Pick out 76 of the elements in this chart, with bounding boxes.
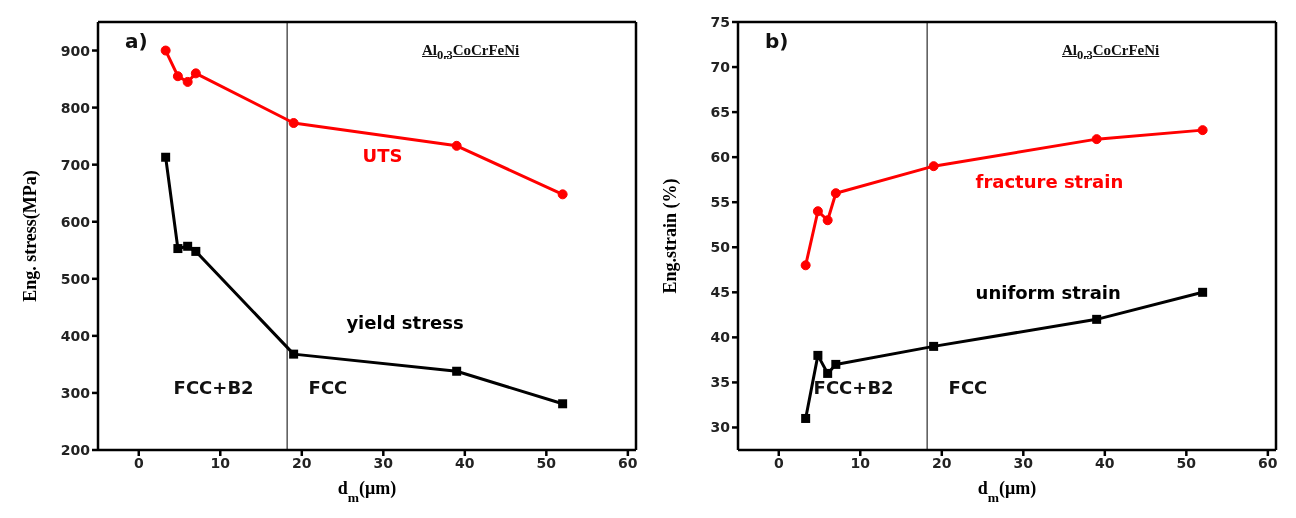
- y-tick-label: 55: [710, 194, 730, 211]
- annotation: FCC+B2: [173, 376, 254, 398]
- y-tick-label: 65: [710, 104, 730, 121]
- point: [830, 188, 841, 199]
- y-axis-title: Eng.strain (%): [660, 178, 681, 294]
- point: [929, 341, 939, 351]
- x-tick-label: 20: [932, 454, 952, 471]
- annotation: Al$_{0.3}$CoCrFeNi: [1062, 41, 1160, 63]
- point: [182, 76, 193, 87]
- x-tick-label: 20: [292, 454, 312, 471]
- point: [160, 45, 171, 56]
- y-tick-label: 600: [60, 213, 91, 230]
- x-tick-label: 50: [536, 454, 557, 471]
- point: [172, 71, 183, 82]
- y-tick-label: 70: [710, 59, 731, 76]
- x-tick-label: 60: [618, 454, 638, 471]
- y-tick-label: 40: [710, 329, 731, 346]
- point: [812, 206, 823, 217]
- x-tick-label: 10: [210, 454, 231, 471]
- y-tick-label: 400: [60, 327, 91, 344]
- x-tick-label: 0: [773, 454, 784, 471]
- y-tick-label: 35: [710, 374, 730, 391]
- point: [800, 260, 811, 271]
- y-axis-title: Eng. stress(MPa): [20, 170, 41, 302]
- series-label: uniform strain: [975, 282, 1121, 304]
- point: [452, 366, 462, 376]
- series-label: fracture strain: [975, 170, 1124, 192]
- annotation: FCC: [308, 376, 348, 398]
- y-tick-label: 500: [60, 270, 91, 287]
- annotation: Al$_{0.3}$CoCrFeNi: [422, 41, 520, 63]
- point: [1092, 314, 1102, 324]
- x-tick-label: 40: [1095, 454, 1115, 471]
- y-tick-label: 75: [710, 13, 730, 30]
- y-tick-label: 30: [710, 419, 731, 436]
- point: [813, 350, 823, 360]
- annotation: FCC: [948, 376, 988, 398]
- point: [831, 359, 841, 369]
- y-tick-label: 300: [60, 384, 91, 401]
- point: [1091, 134, 1102, 145]
- x-tick-label: 60: [1258, 454, 1278, 471]
- point: [288, 118, 299, 129]
- point: [173, 244, 183, 254]
- point: [928, 161, 939, 172]
- x-tick-label: 50: [1176, 454, 1197, 471]
- annotation: FCC+B2: [813, 376, 894, 398]
- annotation: b): [765, 28, 789, 53]
- series-label: UTS: [362, 144, 403, 166]
- x-tick-label: 30: [373, 454, 394, 471]
- x-tick-label: 30: [1013, 454, 1034, 471]
- point: [451, 140, 462, 151]
- y-tick-label: 900: [60, 42, 91, 59]
- point: [1197, 125, 1208, 136]
- y-tick-label: 50: [710, 239, 731, 256]
- series-label: yield stress: [346, 312, 464, 334]
- y-tick-label: 200: [60, 441, 91, 458]
- x-tick-label: 40: [455, 454, 475, 471]
- x-axis-title: d$_{m}$(μm): [337, 478, 397, 505]
- point: [801, 413, 811, 423]
- point: [558, 399, 568, 409]
- point: [822, 215, 833, 226]
- x-tick-label: 10: [850, 454, 871, 471]
- x-tick-label: 0: [133, 454, 144, 471]
- annotation: a): [125, 28, 148, 53]
- y-tick-label: 60: [710, 149, 731, 166]
- y-tick-label: 700: [60, 156, 91, 173]
- point: [1198, 287, 1208, 297]
- point: [190, 68, 201, 79]
- x-axis-title: d$_{m}$(μm): [977, 478, 1037, 505]
- point: [557, 189, 568, 200]
- point: [289, 349, 299, 359]
- point: [183, 241, 193, 251]
- y-tick-label: 45: [710, 284, 730, 301]
- y-tick-label: 800: [60, 99, 91, 116]
- point: [161, 152, 171, 162]
- point: [191, 246, 201, 256]
- point: [823, 368, 833, 378]
